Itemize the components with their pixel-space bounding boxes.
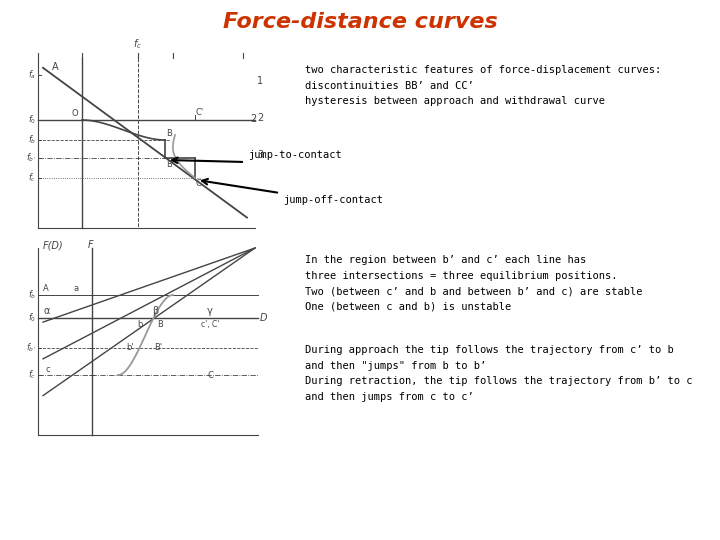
Text: In the region between b’ and c’ each line has
three intersections = three equili: In the region between b’ and c’ each lin…	[305, 255, 642, 312]
Text: 1: 1	[257, 76, 263, 86]
Text: b: b	[138, 320, 143, 329]
Text: $f_c$: $f_c$	[28, 172, 36, 184]
Text: $f_b$: $f_b$	[27, 289, 36, 301]
Text: c', C': c', C'	[201, 320, 219, 329]
Text: c: c	[45, 365, 50, 374]
Text: B': B'	[154, 343, 162, 353]
Text: 3: 3	[257, 150, 263, 160]
Text: B: B	[157, 320, 163, 329]
Text: $f_b$: $f_b$	[27, 134, 36, 146]
Text: B': B'	[166, 160, 174, 169]
Text: α: α	[43, 306, 50, 316]
Text: jump-off-contact: jump-off-contact	[283, 195, 383, 205]
Text: 2: 2	[250, 114, 256, 124]
Text: γ: γ	[207, 306, 213, 316]
Text: C: C	[196, 179, 202, 188]
Text: $f_{b'}$: $f_{b'}$	[26, 342, 36, 354]
Text: O: O	[71, 109, 78, 118]
Text: $f_0$: $f_0$	[28, 312, 36, 324]
Text: $f_{b'}$: $f_{b'}$	[26, 152, 36, 164]
Text: $f_0$: $f_0$	[28, 114, 36, 126]
Text: F: F	[88, 240, 94, 250]
Text: two characteristic features of force-displacement curves:
discontinuities BB’ an: two characteristic features of force-dis…	[305, 65, 661, 106]
Text: B: B	[166, 129, 172, 138]
Text: jump-to-contact: jump-to-contact	[248, 150, 342, 160]
Text: $f_c$: $f_c$	[133, 37, 143, 51]
Text: F(D): F(D)	[43, 240, 63, 250]
Text: During approach the tip follows the trajectory from c’ to b
and then "jumps" fro: During approach the tip follows the traj…	[305, 345, 693, 402]
Text: β: β	[152, 306, 158, 316]
Text: $f_a$: $f_a$	[28, 69, 36, 81]
Text: 2: 2	[257, 113, 264, 123]
Text: a: a	[74, 284, 79, 293]
Text: A: A	[43, 284, 49, 293]
Text: C': C'	[196, 108, 204, 117]
Text: Force-distance curves: Force-distance curves	[222, 12, 498, 32]
Text: $f_c$: $f_c$	[28, 369, 36, 381]
Text: b': b'	[126, 343, 134, 353]
Text: C: C	[207, 370, 213, 380]
Text: D: D	[260, 313, 268, 323]
Text: A: A	[52, 62, 58, 72]
